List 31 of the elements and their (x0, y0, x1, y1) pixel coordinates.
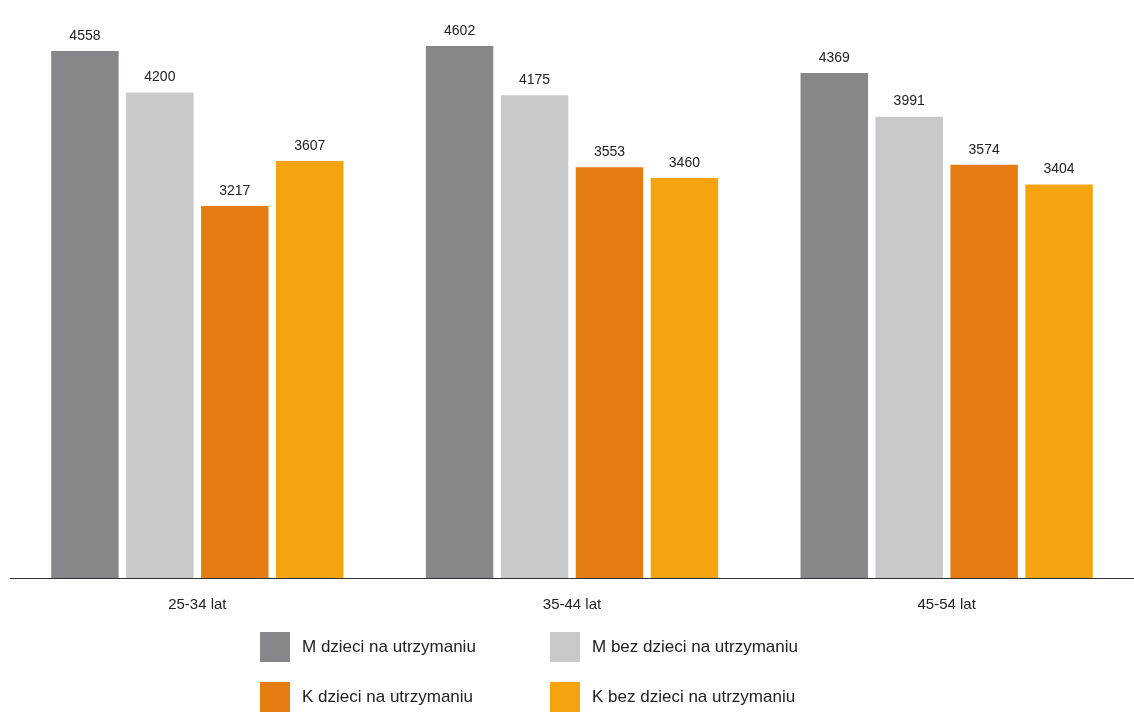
data-label: 4602 (444, 21, 476, 38)
legend-label: K dzieci na utrzymaniu (302, 687, 474, 707)
data-label: 3553 (593, 143, 626, 160)
legend-label: K bez dzieci na utrzymaniu (592, 687, 796, 707)
bar (800, 72, 868, 578)
bar (650, 178, 719, 578)
data-label: 3607 (294, 136, 326, 153)
data-label: 3574 (968, 140, 1000, 157)
x-tick-label: 35-44 lat (542, 595, 603, 613)
legend-label: M bez dzieci na utrzymaniu (592, 637, 798, 657)
bar (575, 167, 644, 578)
bar (875, 116, 943, 578)
data-label: 4558 (69, 26, 101, 43)
bar (201, 206, 269, 578)
x-tick-label: 45-54 lat (917, 595, 977, 613)
bar (500, 95, 569, 578)
data-label: 3404 (1043, 160, 1075, 177)
x-tick-label: 25-34 lat (168, 595, 228, 613)
data-label: 3991 (893, 92, 925, 109)
bar (276, 161, 344, 578)
data-label: 3217 (219, 181, 251, 198)
bar (51, 51, 119, 578)
bar (950, 164, 1018, 578)
data-label: 4200 (144, 68, 176, 85)
data-label: 4369 (818, 48, 851, 65)
bar (425, 46, 494, 578)
data-label: 3460 (668, 153, 701, 170)
legend-label: M dzieci na utrzymaniu (302, 637, 476, 657)
bar (126, 92, 194, 578)
data-label: 4175 (518, 71, 551, 88)
bar (1025, 184, 1093, 578)
